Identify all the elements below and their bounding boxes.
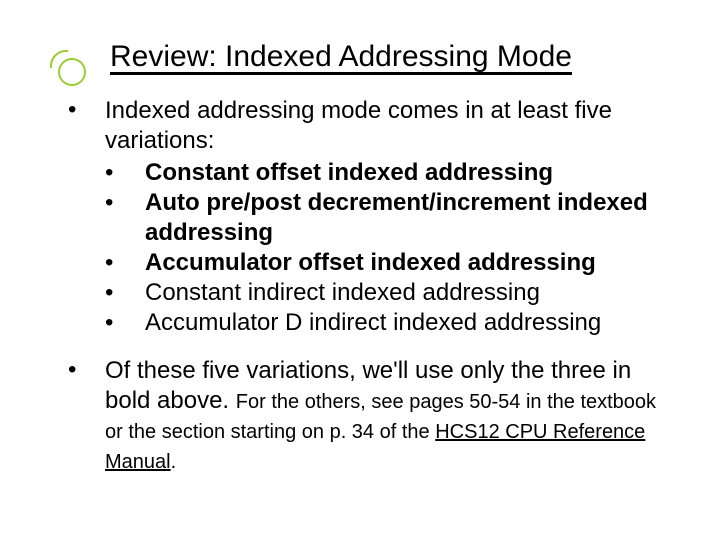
bullet-2-small-2: . [171, 451, 177, 473]
sub-bullet-marker: • [105, 158, 145, 188]
sub-bullet-3: • Accumulator offset indexed addressing [105, 248, 670, 278]
sub-bullet-1-text: Constant offset indexed addressing [145, 158, 670, 188]
sub-bullet-5-text: Accumulator D indirect indexed addressin… [145, 308, 670, 338]
sub-bullet-4: • Constant indirect indexed addressing [105, 278, 670, 308]
bullet-marker: • [50, 96, 105, 338]
sub-bullet-marker: • [105, 248, 145, 278]
bullet-2-content: Of these five variations, we'll use only… [105, 356, 670, 476]
bullet-1-content: Indexed addressing mode comes in at leas… [105, 96, 670, 338]
slide-title: Review: Indexed Addressing Mode [110, 40, 670, 74]
bullet-marker: • [50, 356, 105, 476]
sub-bullet-1: • Constant offset indexed addressing [105, 158, 670, 188]
sub-bullet-marker: • [105, 188, 145, 248]
sub-bullet-marker: • [105, 308, 145, 338]
sub-bullet-marker: • [105, 278, 145, 308]
bullet-2: • Of these five variations, we'll use on… [50, 356, 670, 476]
sub-bullet-2: • Auto pre/post decrement/increment inde… [105, 188, 670, 248]
decorative-circles [58, 58, 86, 86]
sub-bullet-2-text: Auto pre/post decrement/increment indexe… [145, 188, 670, 248]
sub-bullet-3-text: Accumulator offset indexed addressing [145, 248, 670, 278]
sub-bullet-4-text: Constant indirect indexed addressing [145, 278, 670, 308]
bullet-1: • Indexed addressing mode comes in at le… [50, 96, 670, 338]
sub-bullet-5: • Accumulator D indirect indexed address… [105, 308, 670, 338]
bullet-1-intro: Indexed addressing mode comes in at leas… [105, 96, 670, 156]
slide-container: Review: Indexed Addressing Mode • Indexe… [0, 0, 720, 540]
